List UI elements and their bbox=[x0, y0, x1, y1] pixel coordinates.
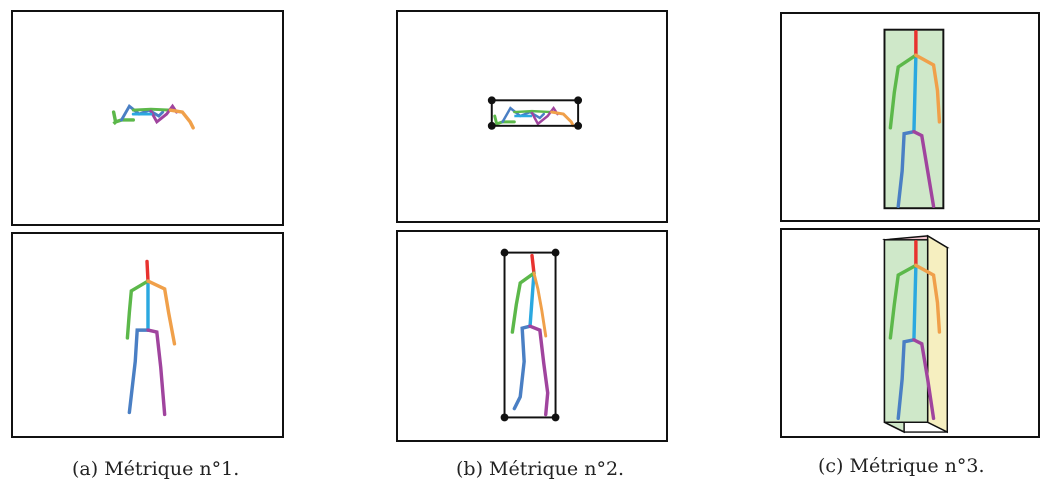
skeleton-standing-figure-with-2d-box bbox=[500, 248, 560, 422]
skeleton-standing-figure bbox=[125, 259, 177, 417]
panel-c-top bbox=[780, 12, 1040, 222]
skeleton-lying-figure-with-2d-box bbox=[487, 96, 583, 130]
panel-b-bottom bbox=[396, 230, 668, 442]
bounding-box-2d bbox=[490, 99, 580, 127]
caption-b: (b) Métrique n°2. bbox=[456, 458, 625, 480]
caption-a: (a) Métrique n°1. bbox=[72, 458, 240, 480]
panel-c-bottom bbox=[780, 228, 1040, 438]
bounding-box-2d bbox=[503, 251, 557, 419]
skeleton-standing-figure-with-3d-box-front bbox=[883, 28, 945, 210]
skeleton-lying-figure bbox=[111, 103, 195, 130]
bounding-box-3d-face bbox=[883, 239, 929, 424]
panel-b-top bbox=[396, 10, 668, 223]
caption-c: (c) Métrique n°3. bbox=[818, 455, 985, 477]
panel-a-top bbox=[11, 10, 284, 226]
skeleton-standing-figure-with-3d-box bbox=[882, 234, 950, 434]
panel-a-bottom bbox=[11, 232, 284, 438]
